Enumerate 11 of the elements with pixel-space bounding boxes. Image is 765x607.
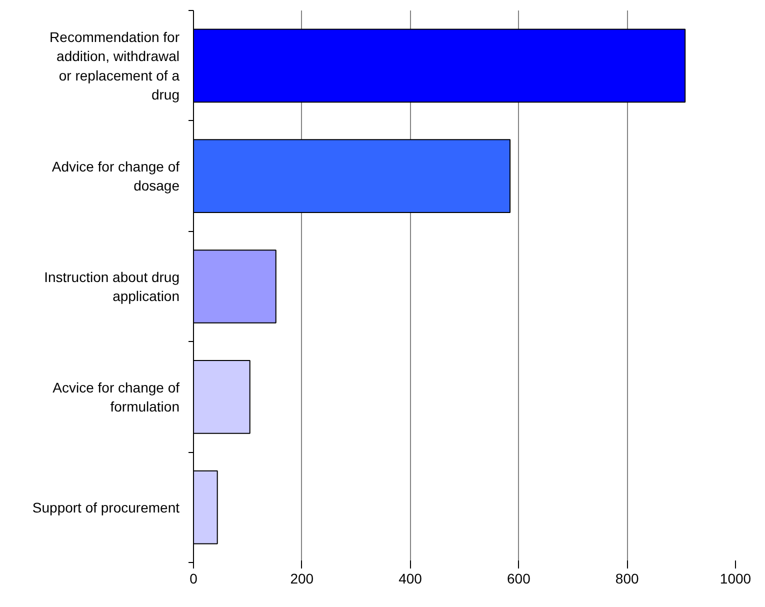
x-tick-label: 800 xyxy=(615,570,639,586)
x-tick-label: 1000 xyxy=(720,570,752,586)
y-tick-label: Recommendation for addition, withdrawal or replacement of a drug xyxy=(50,28,180,102)
y-tick-label: Advice for change of dosage xyxy=(52,158,180,194)
x-tick-label: 0 xyxy=(190,570,198,586)
y-tick-label: Instruction about drug application xyxy=(44,268,180,304)
y-tick-label: Acvice for change of formulation xyxy=(52,379,180,414)
x-tick-label: 600 xyxy=(507,570,531,586)
y-tick-label: Support of procurement xyxy=(32,499,180,516)
x-tick-label: 200 xyxy=(290,570,314,586)
x-tick-label: 400 xyxy=(398,570,422,586)
